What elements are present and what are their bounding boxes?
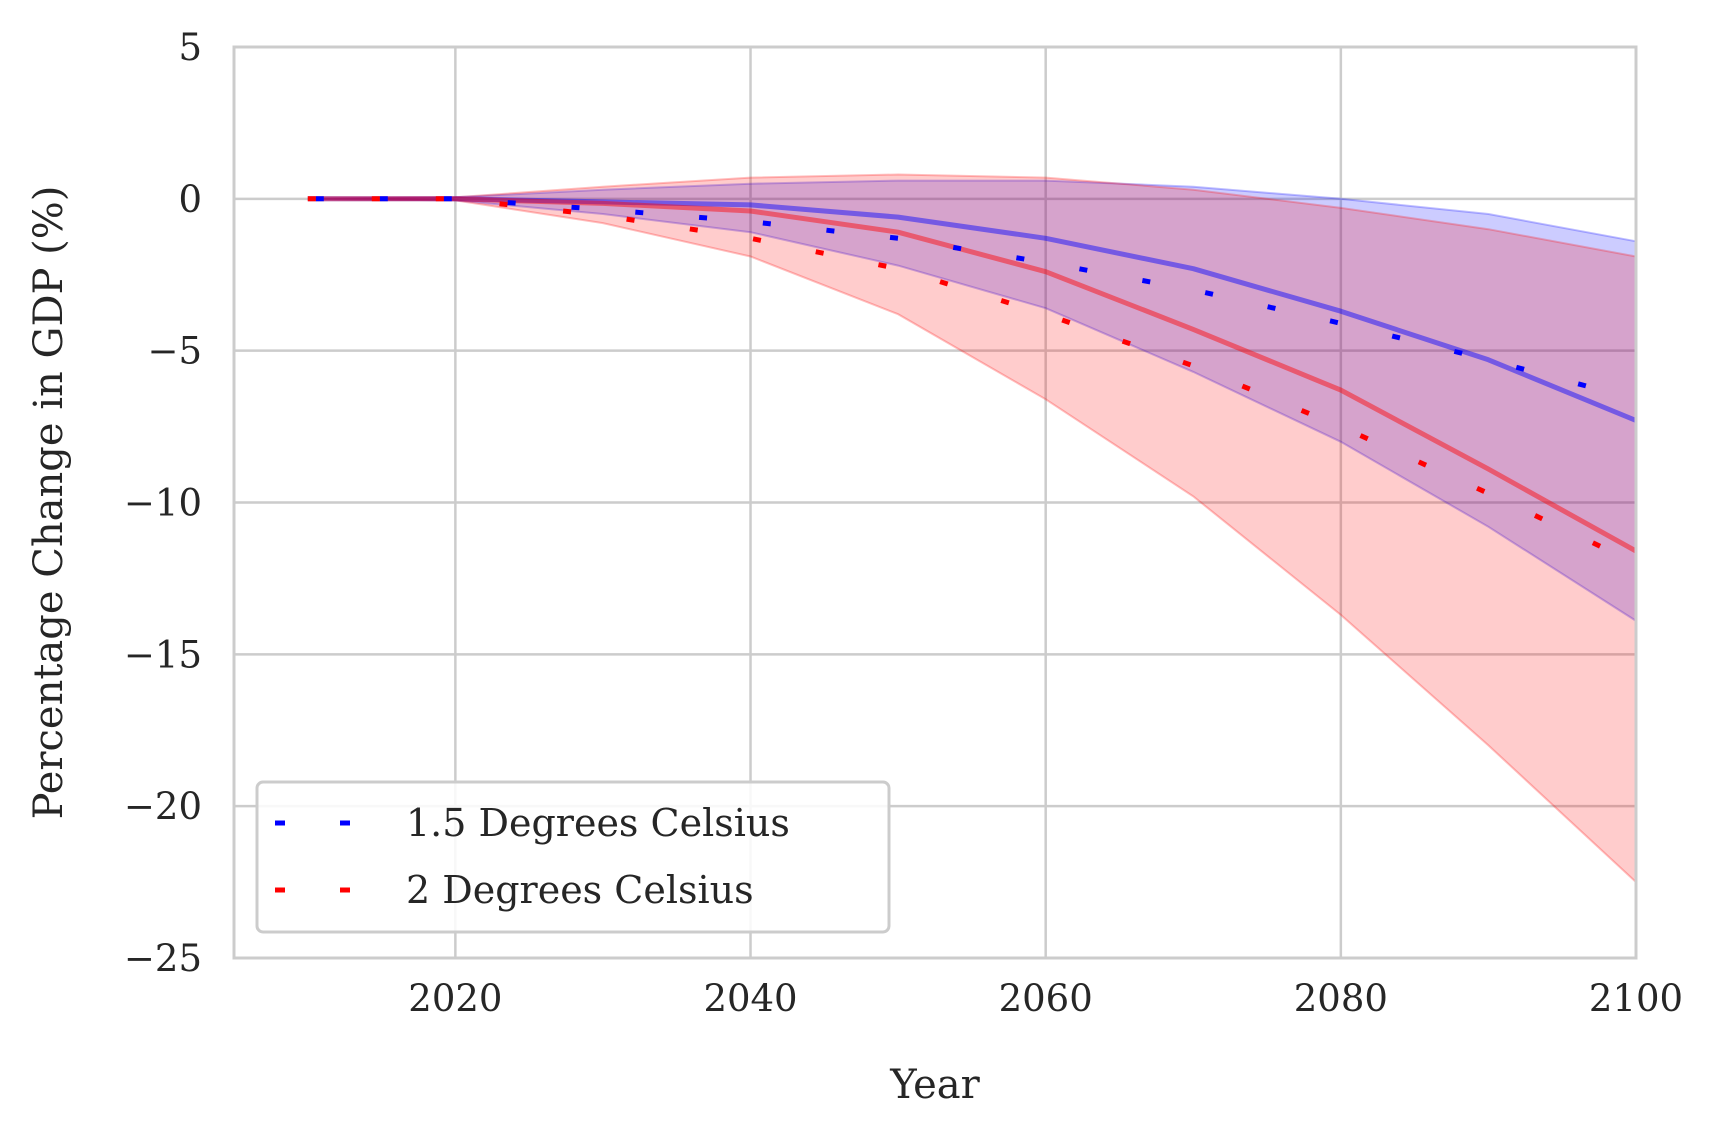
x-axis-label: Year <box>889 1062 980 1108</box>
y-tick-label-5: 5 <box>178 26 202 69</box>
tick-labels: 2020 2040 2060 2080 2100 5 0 −5 −10 −15 −20 −25 <box>124 26 1683 1020</box>
x-tick-label-2060: 2060 <box>999 977 1093 1020</box>
median-line-1-5-degrees-celsius <box>307 196 1637 423</box>
median-line-2-degrees-celsius <box>307 196 1638 554</box>
y-tick-label-5: −5 <box>147 330 202 373</box>
plot-frame <box>232 45 1638 960</box>
x-tick-label-2020: 2020 <box>408 977 502 1020</box>
legend: 1.5 Degrees Celsius 2 Degrees Celsius <box>255 780 891 934</box>
y-axis-label: Percentage Change in GDP (%) <box>26 186 72 820</box>
legend-label-1-5-degrees: 1.5 Degrees Celsius <box>406 801 790 845</box>
y-tick-label-15: −15 <box>124 633 202 676</box>
x-tick-label-2080: 2080 <box>1294 977 1388 1020</box>
y-tick-label-10: −10 <box>124 482 202 525</box>
series-lines <box>307 196 1638 566</box>
legend-label-2-degrees: 2 Degrees Celsius <box>406 868 754 912</box>
y-tick-label-0: 0 <box>178 178 202 221</box>
x-tick-label-2040: 2040 <box>703 977 797 1020</box>
y-tick-label-20: −20 <box>124 785 202 828</box>
x-tick-label-2100: 2100 <box>1589 977 1683 1020</box>
legend-box <box>255 780 891 934</box>
grid-lines <box>234 45 1638 960</box>
y-tick-label-25: −25 <box>124 937 202 980</box>
